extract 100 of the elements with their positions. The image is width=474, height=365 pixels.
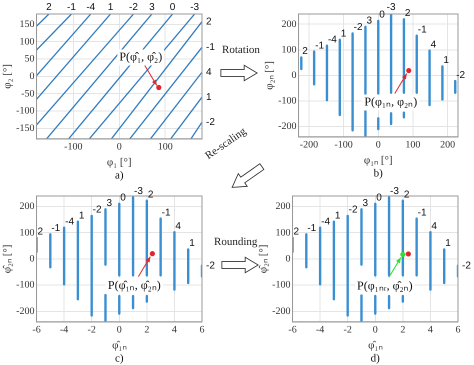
series-label: -1 (307, 223, 317, 234)
y-tick-label: 100 (20, 36, 35, 48)
series-label: 2 (46, 2, 52, 13)
series-label: -2 (354, 22, 363, 34)
y-tick-label: -200 (278, 121, 297, 132)
y-tick-label: 0 (30, 71, 35, 82)
x-tick-label: -2 (344, 324, 352, 336)
series-label: -1 (206, 42, 216, 54)
y-tick-label: -50 (21, 88, 35, 100)
series-label: 2 (404, 189, 410, 200)
series-label: -2 (456, 70, 466, 81)
y-tick-label: 150 (20, 19, 35, 30)
series-label: -3 (134, 186, 144, 198)
series-label: 0 (376, 192, 382, 204)
series-label: -4 (321, 216, 330, 228)
y-tick-label: -150 (16, 123, 35, 134)
y-axis-title: φ₂ [°] (1, 64, 14, 89)
series-label: -4 (86, 2, 96, 13)
x-tick-label: -100 (334, 139, 353, 150)
series-label: -3 (390, 186, 400, 198)
y-tick-label: -100 (272, 280, 291, 291)
series-label: 1 (443, 55, 450, 66)
series-label: -4 (65, 216, 74, 228)
x-tick-label: 100 (405, 139, 420, 150)
series-label: 1 (445, 238, 452, 250)
text: d) (370, 352, 380, 364)
series-label: 0 (120, 192, 126, 204)
series-label: -2 (92, 204, 102, 216)
text: a) (114, 169, 124, 182)
series-label: -1 (162, 207, 171, 218)
x-tick-label: 6 (456, 324, 460, 336)
x-axis-title: φ₁ₙ [°] (364, 154, 393, 166)
series-label: 4 (430, 39, 437, 50)
series-label: 1 (78, 210, 85, 222)
series-label: 2 (404, 8, 411, 20)
y-tick-label: 0 (30, 254, 35, 265)
annotation: P(φ̂₁ₙ, φ̂₂ₙ) (108, 278, 161, 292)
series-label: -2 (206, 260, 216, 272)
series-label: -4 (328, 34, 338, 46)
x-tick-label: 2 (144, 324, 150, 336)
series-label: 4 (206, 66, 212, 78)
annotation: P(φ₁ₙᵣ, φ̂₂ₙ) (357, 278, 413, 293)
series-label: 1 (189, 238, 196, 250)
x-axis-title: φ̂₁ₙ (368, 339, 382, 352)
x-tick-label: 6 (200, 324, 204, 336)
series-label: 1 (206, 92, 212, 103)
x-tick-label: 4 (172, 324, 177, 336)
x-tick-label: 0 (116, 324, 122, 336)
y-tick-label: -100 (278, 96, 297, 107)
y-tick-label: 100 (276, 227, 291, 238)
series-label: -1 (67, 2, 76, 13)
series-label: 3 (362, 198, 368, 210)
annotation: P(φ̂₁, φ̂₂) (119, 50, 162, 64)
y-tick-label: -100 (16, 106, 35, 117)
series-label: -1 (315, 40, 324, 52)
series-label: 3 (106, 198, 112, 210)
series-label: -2 (129, 2, 138, 13)
y-tick-label: 100 (282, 44, 297, 56)
annotation: P(φ₁ₙ, φ₂ₙ) (364, 94, 418, 109)
x-tick-label: 0 (372, 324, 378, 336)
series-label: 3 (149, 2, 156, 13)
x-axis-title: φ̂₁ₙ (112, 339, 126, 352)
y-tick-label: 50 (24, 54, 35, 65)
series-label: -2 (206, 116, 216, 128)
series-label: 4 (431, 220, 438, 232)
y-tick-label: 200 (20, 201, 35, 212)
y-axis-title: φ₂ₙ [°] (263, 61, 276, 90)
y-tick-label: 0 (292, 70, 297, 82)
series-label: 2 (294, 226, 300, 238)
x-tick-label: 2 (400, 324, 406, 336)
x-tick-label: -100 (64, 141, 82, 152)
y-tick-label: 0 (286, 254, 291, 265)
x-tick-label: -6 (32, 324, 41, 336)
x-tick-label: -4 (60, 324, 68, 336)
x-tick-label: -6 (288, 324, 297, 336)
series-label: 0 (379, 10, 386, 21)
y-tick-label: -200 (272, 306, 291, 317)
text: Rotation (222, 44, 260, 56)
text: b) (374, 167, 384, 180)
x-tick-label: 0 (376, 139, 381, 150)
x-tick-label: 4 (428, 324, 433, 336)
series-label: -2 (462, 260, 472, 272)
x-tick-label: 200 (440, 139, 456, 150)
series-label: -1 (51, 223, 61, 234)
series-label: -3 (190, 2, 200, 13)
series-label: 1 (108, 2, 114, 13)
series-label: 2 (148, 189, 154, 200)
series-label: 2 (206, 16, 212, 28)
series-label: 0 (170, 2, 176, 13)
x-tick-label: 0 (116, 141, 122, 152)
y-tick-label: 200 (276, 201, 291, 212)
series-label: -2 (348, 204, 358, 216)
text: Rounding (214, 236, 258, 248)
x-axis-title: φ₁ [°] (106, 156, 132, 168)
x-tick-label: -4 (316, 324, 324, 336)
text: c) (114, 352, 124, 364)
series-label: 1 (340, 28, 347, 40)
series-label: 1 (334, 210, 341, 222)
series-label: 4 (175, 220, 182, 232)
series-label: 3 (366, 16, 372, 27)
